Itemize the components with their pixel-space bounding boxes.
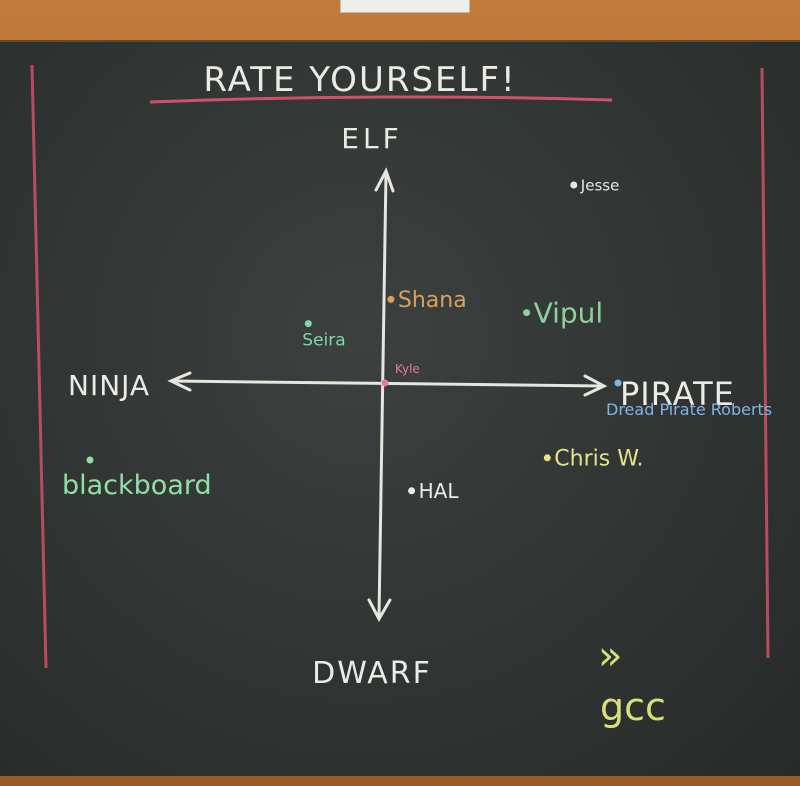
data-points: Jesse Shana Vipul Seira Kyle Dread Pirate Rob… bbox=[62, 176, 772, 503]
point-label-blackboard: blackboard bbox=[62, 470, 212, 501]
point-label-chris-w: Chris W. bbox=[554, 447, 643, 472]
point-label-vipul: Vipul bbox=[534, 296, 604, 329]
arrow-down bbox=[367, 598, 392, 623]
point-vipul bbox=[523, 309, 531, 317]
axis-label-left: NINJA bbox=[68, 369, 150, 402]
point-shana bbox=[387, 295, 395, 303]
point-label-kyle: Kyle bbox=[395, 362, 420, 376]
signature-mark: » bbox=[598, 633, 622, 679]
point-chris-w bbox=[543, 454, 551, 462]
frame-tag bbox=[340, 0, 470, 13]
arrow-right bbox=[583, 374, 608, 397]
arrow-left bbox=[167, 371, 192, 392]
right-margin-line bbox=[760, 67, 770, 659]
chalkboard bbox=[0, 40, 800, 780]
vertical-axis bbox=[377, 171, 388, 619]
point-seira bbox=[304, 320, 312, 328]
point-blackboard bbox=[86, 456, 94, 464]
chart-title: RATE YOURSELF! bbox=[203, 60, 516, 100]
point-jesse bbox=[570, 181, 578, 189]
left-margin-line bbox=[30, 64, 48, 669]
point-label-hal: HAL bbox=[419, 479, 460, 503]
point-dread-pirate-roberts bbox=[614, 379, 622, 387]
axis-label-bottom: DWARF bbox=[312, 656, 432, 691]
point-label-shana: Shana bbox=[398, 288, 467, 313]
point-label-seira: Seira bbox=[302, 331, 345, 351]
point-hal bbox=[408, 487, 416, 495]
axes bbox=[167, 167, 608, 623]
axis-label-top: ELF bbox=[341, 122, 402, 155]
axis-label-right: PIRATE bbox=[620, 375, 735, 413]
point-label-dread-pirate-roberts: Dread Pirate Roberts bbox=[606, 400, 772, 419]
arrow-up bbox=[374, 167, 395, 193]
title-underline bbox=[149, 95, 613, 104]
signature-text: gcc bbox=[600, 685, 666, 729]
chalk-tray bbox=[0, 776, 800, 786]
point-label-jesse: Jesse bbox=[580, 176, 620, 194]
point-kyle bbox=[381, 379, 389, 387]
